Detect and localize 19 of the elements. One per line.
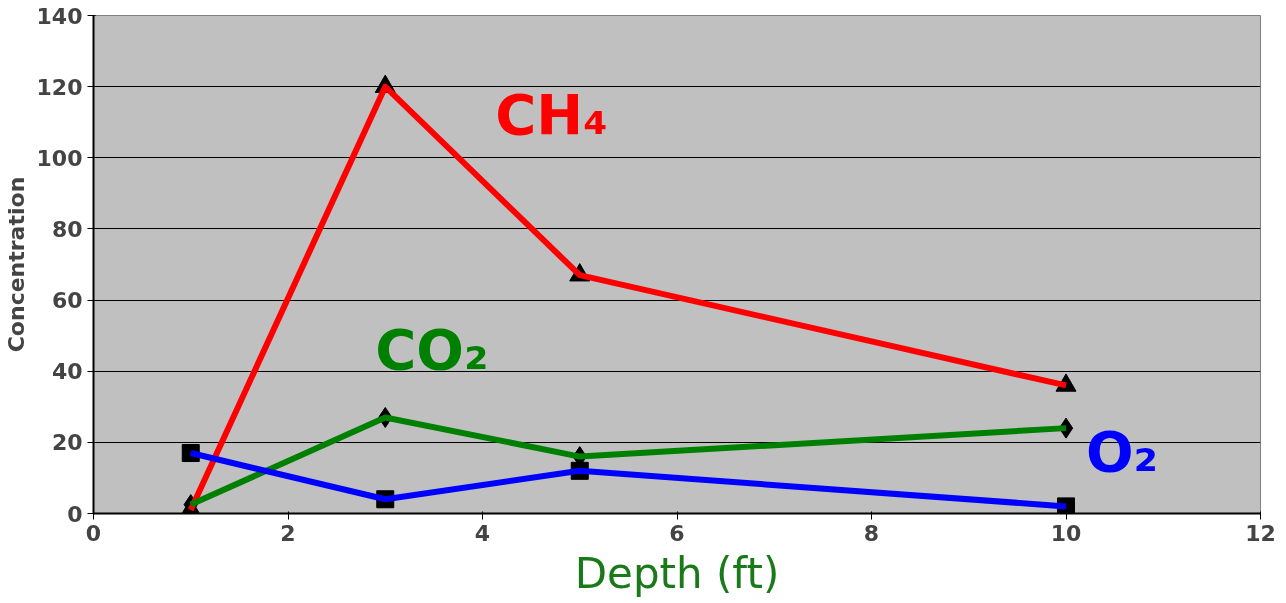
series-label: CH₄ — [495, 81, 608, 147]
y-tick-label: 140 — [36, 3, 83, 29]
x-tick-label: 4 — [474, 520, 491, 546]
y-tick-label: 60 — [51, 288, 83, 314]
y-tick-label: 20 — [51, 430, 83, 456]
x-axis-title: Depth (ft) — [574, 548, 780, 598]
y-tick-label: 120 — [36, 74, 83, 100]
y-tick-label: 80 — [51, 216, 83, 242]
x-tick-label: 0 — [85, 520, 102, 546]
y-axis-title: Concentration — [3, 176, 29, 353]
y-tick-label: 100 — [36, 145, 83, 171]
x-tick-label: 10 — [1050, 520, 1082, 546]
x-tick-label: 8 — [863, 520, 880, 546]
y-tick-label: 0 — [67, 501, 83, 527]
x-tick-label: 12 — [1245, 520, 1276, 546]
x-tick-label: 6 — [669, 520, 685, 546]
y-tick-label: 40 — [51, 359, 83, 385]
series-label: CO₂ — [375, 317, 489, 383]
x-tick-label: 2 — [280, 520, 296, 546]
